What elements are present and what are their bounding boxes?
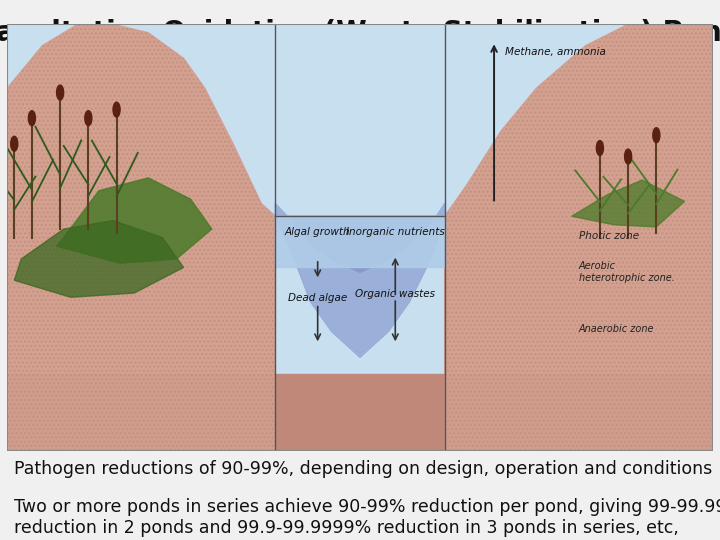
- Polygon shape: [275, 204, 445, 357]
- Text: Dead algae: Dead algae: [288, 293, 347, 303]
- Text: Algal growth: Algal growth: [285, 227, 351, 237]
- Polygon shape: [275, 216, 445, 267]
- Ellipse shape: [28, 111, 35, 126]
- Polygon shape: [14, 220, 184, 298]
- Ellipse shape: [653, 128, 660, 143]
- FancyBboxPatch shape: [7, 24, 713, 451]
- Text: Pathogen reductions of 90-99%, depending on design, operation and conditions: Pathogen reductions of 90-99%, depending…: [14, 460, 713, 478]
- Ellipse shape: [11, 136, 18, 151]
- Polygon shape: [57, 178, 212, 263]
- Ellipse shape: [113, 102, 120, 117]
- Ellipse shape: [625, 149, 631, 164]
- Polygon shape: [275, 216, 445, 357]
- Text: Inorganic nutrients: Inorganic nutrients: [346, 227, 445, 237]
- Text: Anaerobic zone: Anaerobic zone: [579, 325, 654, 334]
- Polygon shape: [445, 24, 713, 451]
- Polygon shape: [7, 24, 275, 451]
- Polygon shape: [445, 24, 713, 451]
- Polygon shape: [7, 374, 713, 451]
- Polygon shape: [7, 24, 275, 451]
- Text: Facultative Oxidation (Waste Stabilization) Pond: Facultative Oxidation (Waste Stabilizati…: [0, 19, 720, 47]
- Text: Methane, ammonia: Methane, ammonia: [505, 47, 606, 57]
- Ellipse shape: [57, 85, 63, 100]
- Ellipse shape: [85, 111, 92, 126]
- Text: Organic wastes: Organic wastes: [355, 289, 436, 299]
- Ellipse shape: [596, 140, 603, 156]
- Text: Aerobic
heterotrophic zone.: Aerobic heterotrophic zone.: [579, 261, 675, 282]
- Text: Two or more ponds in series achieve 90-99% reduction per pond, giving 99-99.99%
: Two or more ponds in series achieve 90-9…: [14, 498, 720, 537]
- Text: Photic zone: Photic zone: [579, 231, 639, 241]
- Polygon shape: [572, 180, 685, 227]
